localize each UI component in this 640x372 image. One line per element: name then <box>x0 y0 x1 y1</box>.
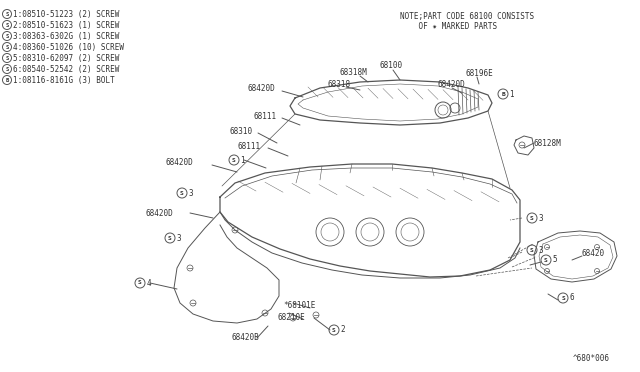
Text: 3: 3 <box>538 246 543 254</box>
Text: ^680*006: ^680*006 <box>573 354 610 363</box>
Text: S: S <box>5 55 8 61</box>
Text: S: S <box>5 22 8 28</box>
Text: S: S <box>332 327 336 333</box>
Text: 3: 3 <box>189 189 193 198</box>
Text: 1: 1 <box>509 90 514 99</box>
Text: 68210E: 68210E <box>277 314 305 323</box>
Text: 68100: 68100 <box>380 61 403 70</box>
Text: S: S <box>180 190 184 196</box>
Text: B: B <box>501 92 505 96</box>
Text: 68111: 68111 <box>238 141 261 151</box>
Text: 68128M: 68128M <box>534 138 562 148</box>
Text: 1:08510-51223 (2) SCREW: 1:08510-51223 (2) SCREW <box>13 10 120 19</box>
Text: 68318M: 68318M <box>340 67 368 77</box>
Text: 5:08310-62097 (2) SCREW: 5:08310-62097 (2) SCREW <box>13 54 120 62</box>
Text: 6: 6 <box>570 294 574 302</box>
Text: 68420D: 68420D <box>247 83 275 93</box>
Text: 1: 1 <box>241 155 245 164</box>
Text: S: S <box>5 67 8 71</box>
Text: S: S <box>544 257 548 263</box>
Text: *68101E: *68101E <box>283 301 316 311</box>
Text: NOTE;PART CODE 68100 CONSISTS: NOTE;PART CODE 68100 CONSISTS <box>400 12 534 21</box>
Text: 4:08360-51026 (10) SCREW: 4:08360-51026 (10) SCREW <box>13 42 124 51</box>
Text: S: S <box>138 280 142 285</box>
Text: 68310: 68310 <box>230 126 253 135</box>
Text: 68111: 68111 <box>253 112 276 121</box>
Text: S: S <box>530 247 534 253</box>
Text: 1:08116-8161G (3) BOLT: 1:08116-8161G (3) BOLT <box>13 76 115 84</box>
Text: 68420: 68420 <box>582 248 605 257</box>
Text: 3:08363-6302G (1) SCREW: 3:08363-6302G (1) SCREW <box>13 32 120 41</box>
Text: 5: 5 <box>552 256 557 264</box>
Text: 68420D: 68420D <box>437 80 465 89</box>
Text: S: S <box>530 215 534 221</box>
Text: 3: 3 <box>177 234 181 243</box>
Text: 2: 2 <box>340 326 345 334</box>
Text: S: S <box>5 33 8 38</box>
Text: 68318: 68318 <box>328 80 351 89</box>
Text: 68196E: 68196E <box>465 68 493 77</box>
Text: S: S <box>232 157 236 163</box>
Text: S: S <box>168 235 172 241</box>
Text: 68420D: 68420D <box>145 208 173 218</box>
Text: B: B <box>5 77 8 83</box>
Text: 68420D: 68420D <box>165 157 193 167</box>
Text: S: S <box>5 45 8 49</box>
Text: 68420B: 68420B <box>232 334 260 343</box>
Text: 6:08540-52542 (2) SCREW: 6:08540-52542 (2) SCREW <box>13 64 120 74</box>
Text: OF ✷ MARKED PARTS: OF ✷ MARKED PARTS <box>400 22 497 31</box>
Text: 2:08510-51623 (1) SCREW: 2:08510-51623 (1) SCREW <box>13 20 120 29</box>
Text: 3: 3 <box>538 214 543 222</box>
Text: S: S <box>561 295 565 301</box>
Text: 4: 4 <box>147 279 151 288</box>
Text: S: S <box>5 12 8 16</box>
